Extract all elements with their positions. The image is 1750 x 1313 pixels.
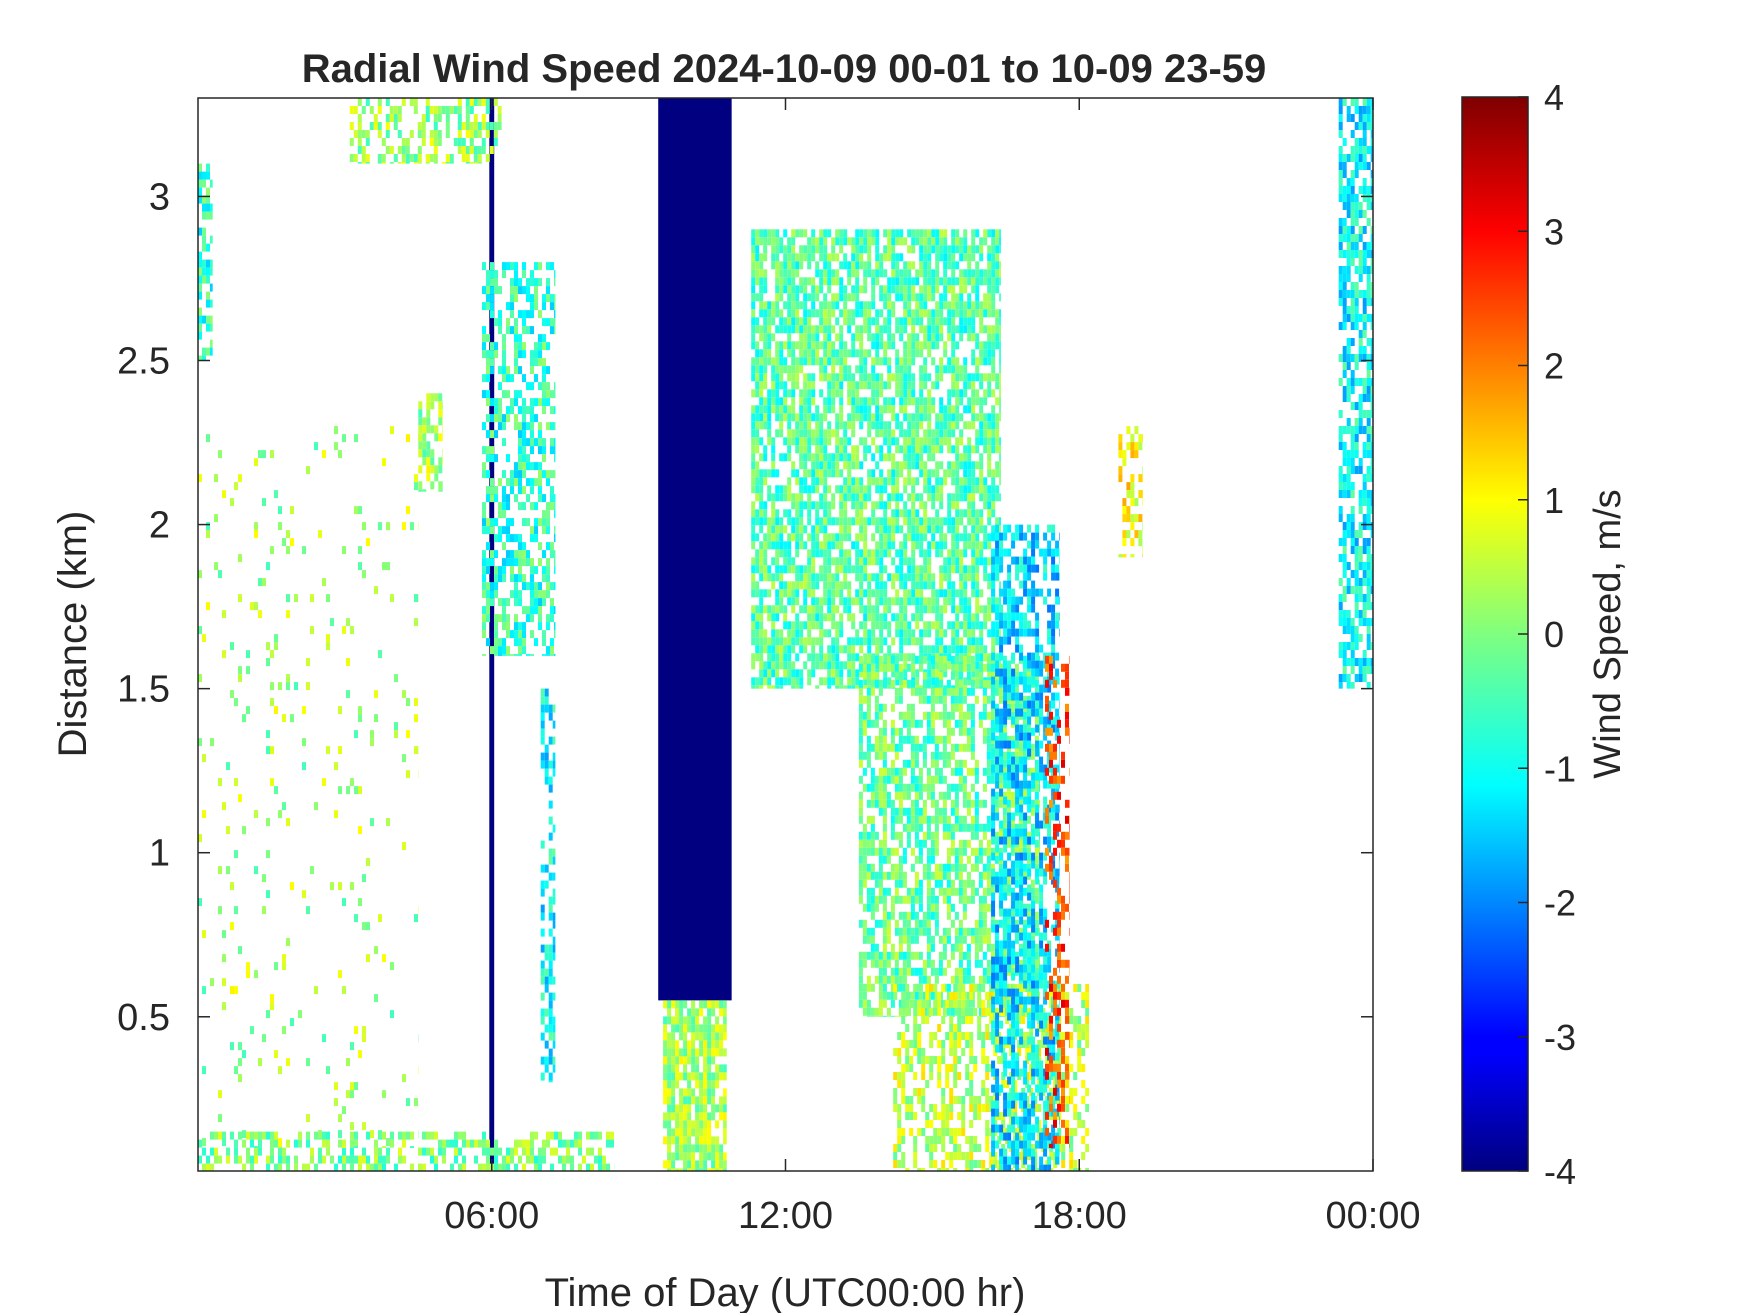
y-tick-label: 3 bbox=[149, 176, 170, 218]
heatmap-region-7 bbox=[1045, 655, 1070, 1149]
heatmap-region-14 bbox=[540, 688, 556, 1083]
heatmap-region-9 bbox=[418, 393, 443, 492]
colorbar bbox=[1461, 96, 1529, 1172]
colorbar-tick-label: 4 bbox=[1544, 77, 1564, 118]
heatmap-region-16 bbox=[198, 426, 419, 1148]
colorbar-tick-label: -1 bbox=[1544, 748, 1576, 789]
x-tick-label: 12:00 bbox=[738, 1195, 833, 1237]
chart-title: Radial Wind Speed 2024-10-09 00-01 to 10… bbox=[302, 47, 1267, 91]
heatmap-region-11 bbox=[198, 163, 213, 361]
colorbar-tick-label: 1 bbox=[1544, 480, 1564, 521]
heatmap-region-1 bbox=[489, 98, 495, 1171]
colorbar-tick-label: 2 bbox=[1544, 346, 1564, 387]
heatmap-region-6 bbox=[991, 524, 1060, 1172]
x-axis-ticks: 06:00 12:00 18:00 00:00 bbox=[444, 98, 1421, 1237]
colorbar-tick-label: -4 bbox=[1544, 1151, 1576, 1192]
heatmap-region-0 bbox=[658, 98, 732, 1001]
heatmap-region-2 bbox=[663, 1000, 727, 1172]
colorbar-label: Wind Speed, m/s bbox=[1587, 489, 1629, 778]
heatmap-region-10 bbox=[1338, 98, 1373, 689]
colorbar-tick-label: 0 bbox=[1544, 614, 1564, 655]
x-tick-label: 06:00 bbox=[444, 1195, 539, 1237]
heatmap-region-15 bbox=[1118, 426, 1143, 558]
colorbar-tick-label: -2 bbox=[1544, 883, 1576, 924]
y-tick-label: 2.5 bbox=[117, 341, 170, 383]
y-tick-label: 1 bbox=[149, 833, 170, 875]
x-tick-label: 18:00 bbox=[1032, 1195, 1127, 1237]
y-axis-ticks: 0.5 1 1.5 2 2.5 3 bbox=[117, 176, 1373, 1039]
y-tick-label: 2 bbox=[149, 505, 170, 547]
y-tick-label: 1.5 bbox=[117, 669, 170, 711]
x-tick-label: 00:00 bbox=[1325, 1195, 1420, 1237]
heatmap-region-3 bbox=[751, 229, 1001, 689]
y-axis-label: Distance (km) bbox=[51, 511, 95, 758]
colorbar-ticks: 4 3 2 1 0 -1 -2 -3 -4 bbox=[1518, 77, 1576, 1192]
colorbar-tick-label: 3 bbox=[1544, 211, 1564, 252]
heatmap-region-13 bbox=[198, 1131, 615, 1171]
x-axis-label: Time of Day (UTC00:00 hr) bbox=[545, 1271, 1026, 1313]
colorbar-tick-label: -3 bbox=[1544, 1017, 1576, 1058]
y-tick-label: 0.5 bbox=[117, 997, 170, 1039]
heatmap-region-12 bbox=[349, 98, 502, 164]
heatmap-region-8 bbox=[482, 262, 556, 656]
heatmap-cells bbox=[198, 98, 1373, 1172]
